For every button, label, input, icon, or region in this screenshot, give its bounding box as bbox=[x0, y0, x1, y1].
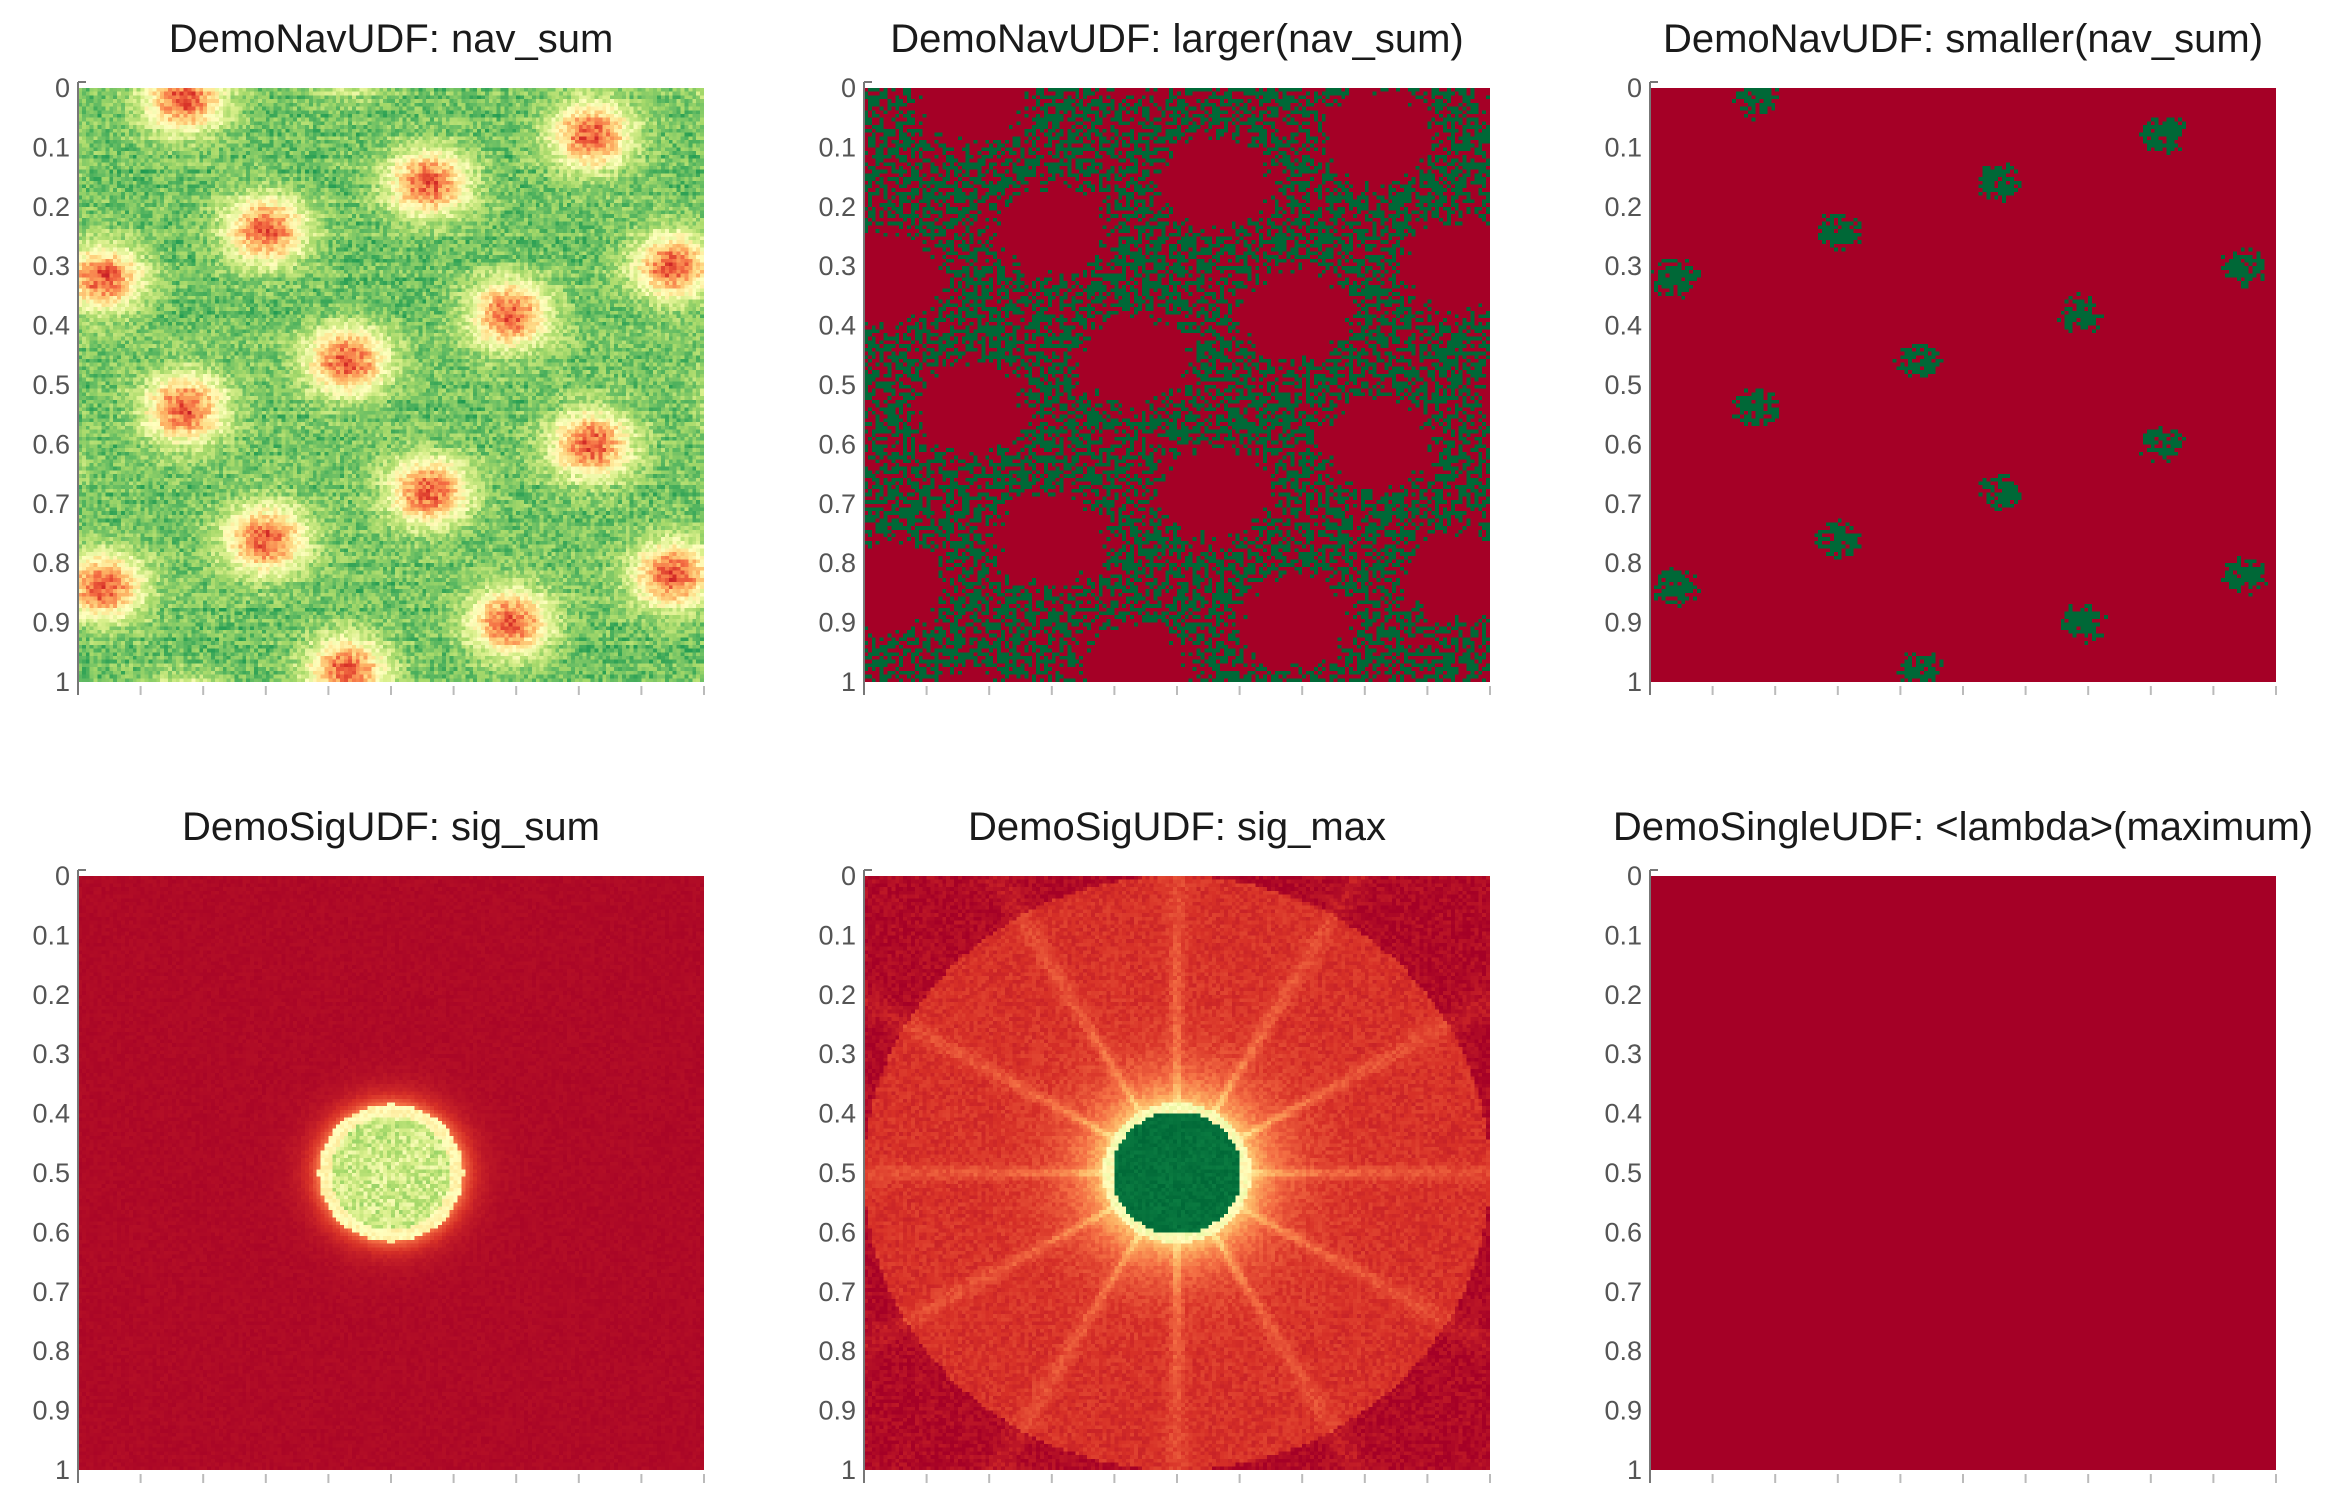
y-tick-label: 0.3 bbox=[32, 1039, 70, 1069]
y-tick-label: 0.9 bbox=[818, 608, 856, 638]
y-tick-label: 0 bbox=[841, 73, 856, 103]
y-tick-label: 0.7 bbox=[1604, 1277, 1642, 1307]
smaller-nav-sum-heatmap bbox=[1650, 88, 2276, 682]
y-tick-label: 0 bbox=[1627, 73, 1642, 103]
heatmap-panel: DemoSigUDF: sig_max 0 0.1 0.2 0.3 0.4 0.5 0.6 0.… bbox=[786, 788, 1566, 1512]
y-tick-label: 0.1 bbox=[1604, 920, 1642, 950]
y-tick-label: 0 bbox=[55, 861, 70, 891]
y-tick-label: 0.4 bbox=[818, 311, 856, 341]
y-tick-label: 0.9 bbox=[818, 1396, 856, 1426]
y-tick-label: 0.9 bbox=[32, 1396, 70, 1426]
y-tick-label: 0.9 bbox=[1604, 1396, 1642, 1426]
heatmap-panel: DemoNavUDF: nav_sum 0 0.1 0.2 0.3 0.4 0.5 0.6 0.… bbox=[0, 0, 780, 756]
y-tick-label: 0.2 bbox=[32, 192, 70, 222]
chart-title: DemoSingleUDF: <lambda>(maximum) bbox=[1613, 805, 2313, 849]
y-tick-label: 0.1 bbox=[32, 132, 70, 162]
y-tick-label: 0.2 bbox=[818, 980, 856, 1010]
heatmap-svg: DemoNavUDF: larger(nav_sum) 0 0.1 0.2 0.3 0.4… bbox=[818, 17, 1491, 697]
chart-title: DemoNavUDF: larger(nav_sum) bbox=[890, 17, 1463, 61]
y-tick-label: 1 bbox=[55, 1455, 70, 1485]
heatmap-svg: DemoSigUDF: sig_sum 0 0.1 0.2 0.3 0.4 0.5 0.6 0.… bbox=[32, 805, 705, 1485]
sig-max-heatmap bbox=[864, 876, 1490, 1470]
y-tick-label: 0.6 bbox=[1604, 429, 1642, 459]
y-tick-label: 0 bbox=[1627, 861, 1642, 891]
y-tick-label: 0.3 bbox=[32, 251, 70, 281]
y-tick-label: 0 bbox=[55, 73, 70, 103]
y-tick-label: 0.8 bbox=[1604, 548, 1642, 578]
y-tick-label: 1 bbox=[1627, 667, 1642, 697]
y-tick-label: 0.3 bbox=[818, 251, 856, 281]
heatmap-panel: DemoSigUDF: sig_sum 0 0.1 0.2 0.3 0.4 0.5 0.6 0.… bbox=[0, 788, 780, 1512]
y-tick-label: 0.7 bbox=[818, 1277, 856, 1307]
y-tick-label: 0.3 bbox=[1604, 251, 1642, 281]
y-tick-label: 0.5 bbox=[32, 1158, 70, 1188]
chart-title: DemoSigUDF: sig_max bbox=[968, 805, 1386, 849]
y-tick-label: 1 bbox=[841, 1455, 856, 1485]
y-tick-label: 0.6 bbox=[32, 429, 70, 459]
heatmap-svg: DemoNavUDF: smaller(nav_sum) 0 0.1 0.2 0.3 0.… bbox=[1604, 17, 2277, 697]
heatmap-panel: DemoSingleUDF: <lambda>(maximum) 0 0.1 0.2 0… bbox=[1572, 788, 2349, 1512]
y-tick-label: 1 bbox=[55, 667, 70, 697]
nav-sum-heatmap bbox=[78, 88, 704, 682]
y-tick-label: 0.7 bbox=[1604, 489, 1642, 519]
heatmap-svg: DemoSingleUDF: <lambda>(maximum) 0 0.1 0.2 0… bbox=[1604, 805, 2313, 1485]
y-tick-label: 0.6 bbox=[818, 1217, 856, 1247]
sig-sum-heatmap bbox=[78, 876, 704, 1470]
y-tick-label: 0.5 bbox=[818, 1158, 856, 1188]
y-tick-label: 0.2 bbox=[818, 192, 856, 222]
heatmap-panel: DemoNavUDF: larger(nav_sum) 0 0.1 0.2 0.3 0.4… bbox=[786, 0, 1566, 756]
y-tick-label: 0.8 bbox=[32, 1336, 70, 1366]
y-tick-label: 1 bbox=[841, 667, 856, 697]
y-tick-label: 0.2 bbox=[1604, 192, 1642, 222]
y-tick-label: 0.5 bbox=[818, 370, 856, 400]
y-tick-label: 0.8 bbox=[818, 1336, 856, 1366]
y-tick-label: 0.1 bbox=[818, 132, 856, 162]
y-tick-label: 0.4 bbox=[1604, 1099, 1642, 1129]
y-tick-label: 0.2 bbox=[32, 980, 70, 1010]
chart-title: DemoNavUDF: nav_sum bbox=[169, 17, 614, 61]
heatmap-svg: DemoSigUDF: sig_max 0 0.1 0.2 0.3 0.4 0.5 0.6 0.… bbox=[818, 805, 1491, 1485]
chart-title: DemoNavUDF: smaller(nav_sum) bbox=[1663, 17, 2263, 61]
larger-nav-sum-heatmap bbox=[864, 88, 1490, 682]
y-tick-label: 0.6 bbox=[32, 1217, 70, 1247]
heatmap-panel: DemoNavUDF: smaller(nav_sum) 0 0.1 0.2 0.3 0.… bbox=[1572, 0, 2349, 756]
y-tick-label: 0.4 bbox=[818, 1099, 856, 1129]
y-tick-label: 0 bbox=[841, 861, 856, 891]
y-tick-label: 1 bbox=[1627, 1455, 1642, 1485]
y-tick-label: 0.4 bbox=[32, 1099, 70, 1129]
y-tick-label: 0.6 bbox=[1604, 1217, 1642, 1247]
y-tick-label: 0.6 bbox=[818, 429, 856, 459]
y-tick-label: 0.9 bbox=[1604, 608, 1642, 638]
heatmap-svg: DemoNavUDF: nav_sum 0 0.1 0.2 0.3 0.4 0.5 0.6 0.… bbox=[32, 17, 705, 697]
y-tick-label: 0.8 bbox=[1604, 1336, 1642, 1366]
y-tick-label: 0.2 bbox=[1604, 980, 1642, 1010]
y-tick-label: 0.5 bbox=[1604, 1158, 1642, 1188]
y-tick-label: 0.5 bbox=[32, 370, 70, 400]
y-tick-label: 0.3 bbox=[818, 1039, 856, 1069]
y-tick-label: 0.5 bbox=[1604, 370, 1642, 400]
lambda-maximum-heatmap bbox=[1650, 876, 2276, 1470]
y-tick-label: 0.7 bbox=[32, 489, 70, 519]
y-tick-label: 0.9 bbox=[32, 608, 70, 638]
y-tick-label: 0.1 bbox=[32, 920, 70, 950]
y-tick-label: 0.8 bbox=[32, 548, 70, 578]
y-tick-label: 0.3 bbox=[1604, 1039, 1642, 1069]
y-tick-label: 0.8 bbox=[818, 548, 856, 578]
y-tick-label: 0.1 bbox=[1604, 132, 1642, 162]
y-tick-label: 0.7 bbox=[32, 1277, 70, 1307]
y-tick-label: 0.1 bbox=[818, 920, 856, 950]
y-tick-label: 0.7 bbox=[818, 489, 856, 519]
y-tick-label: 0.4 bbox=[1604, 311, 1642, 341]
y-tick-label: 0.4 bbox=[32, 311, 70, 341]
chart-title: DemoSigUDF: sig_sum bbox=[182, 805, 600, 849]
